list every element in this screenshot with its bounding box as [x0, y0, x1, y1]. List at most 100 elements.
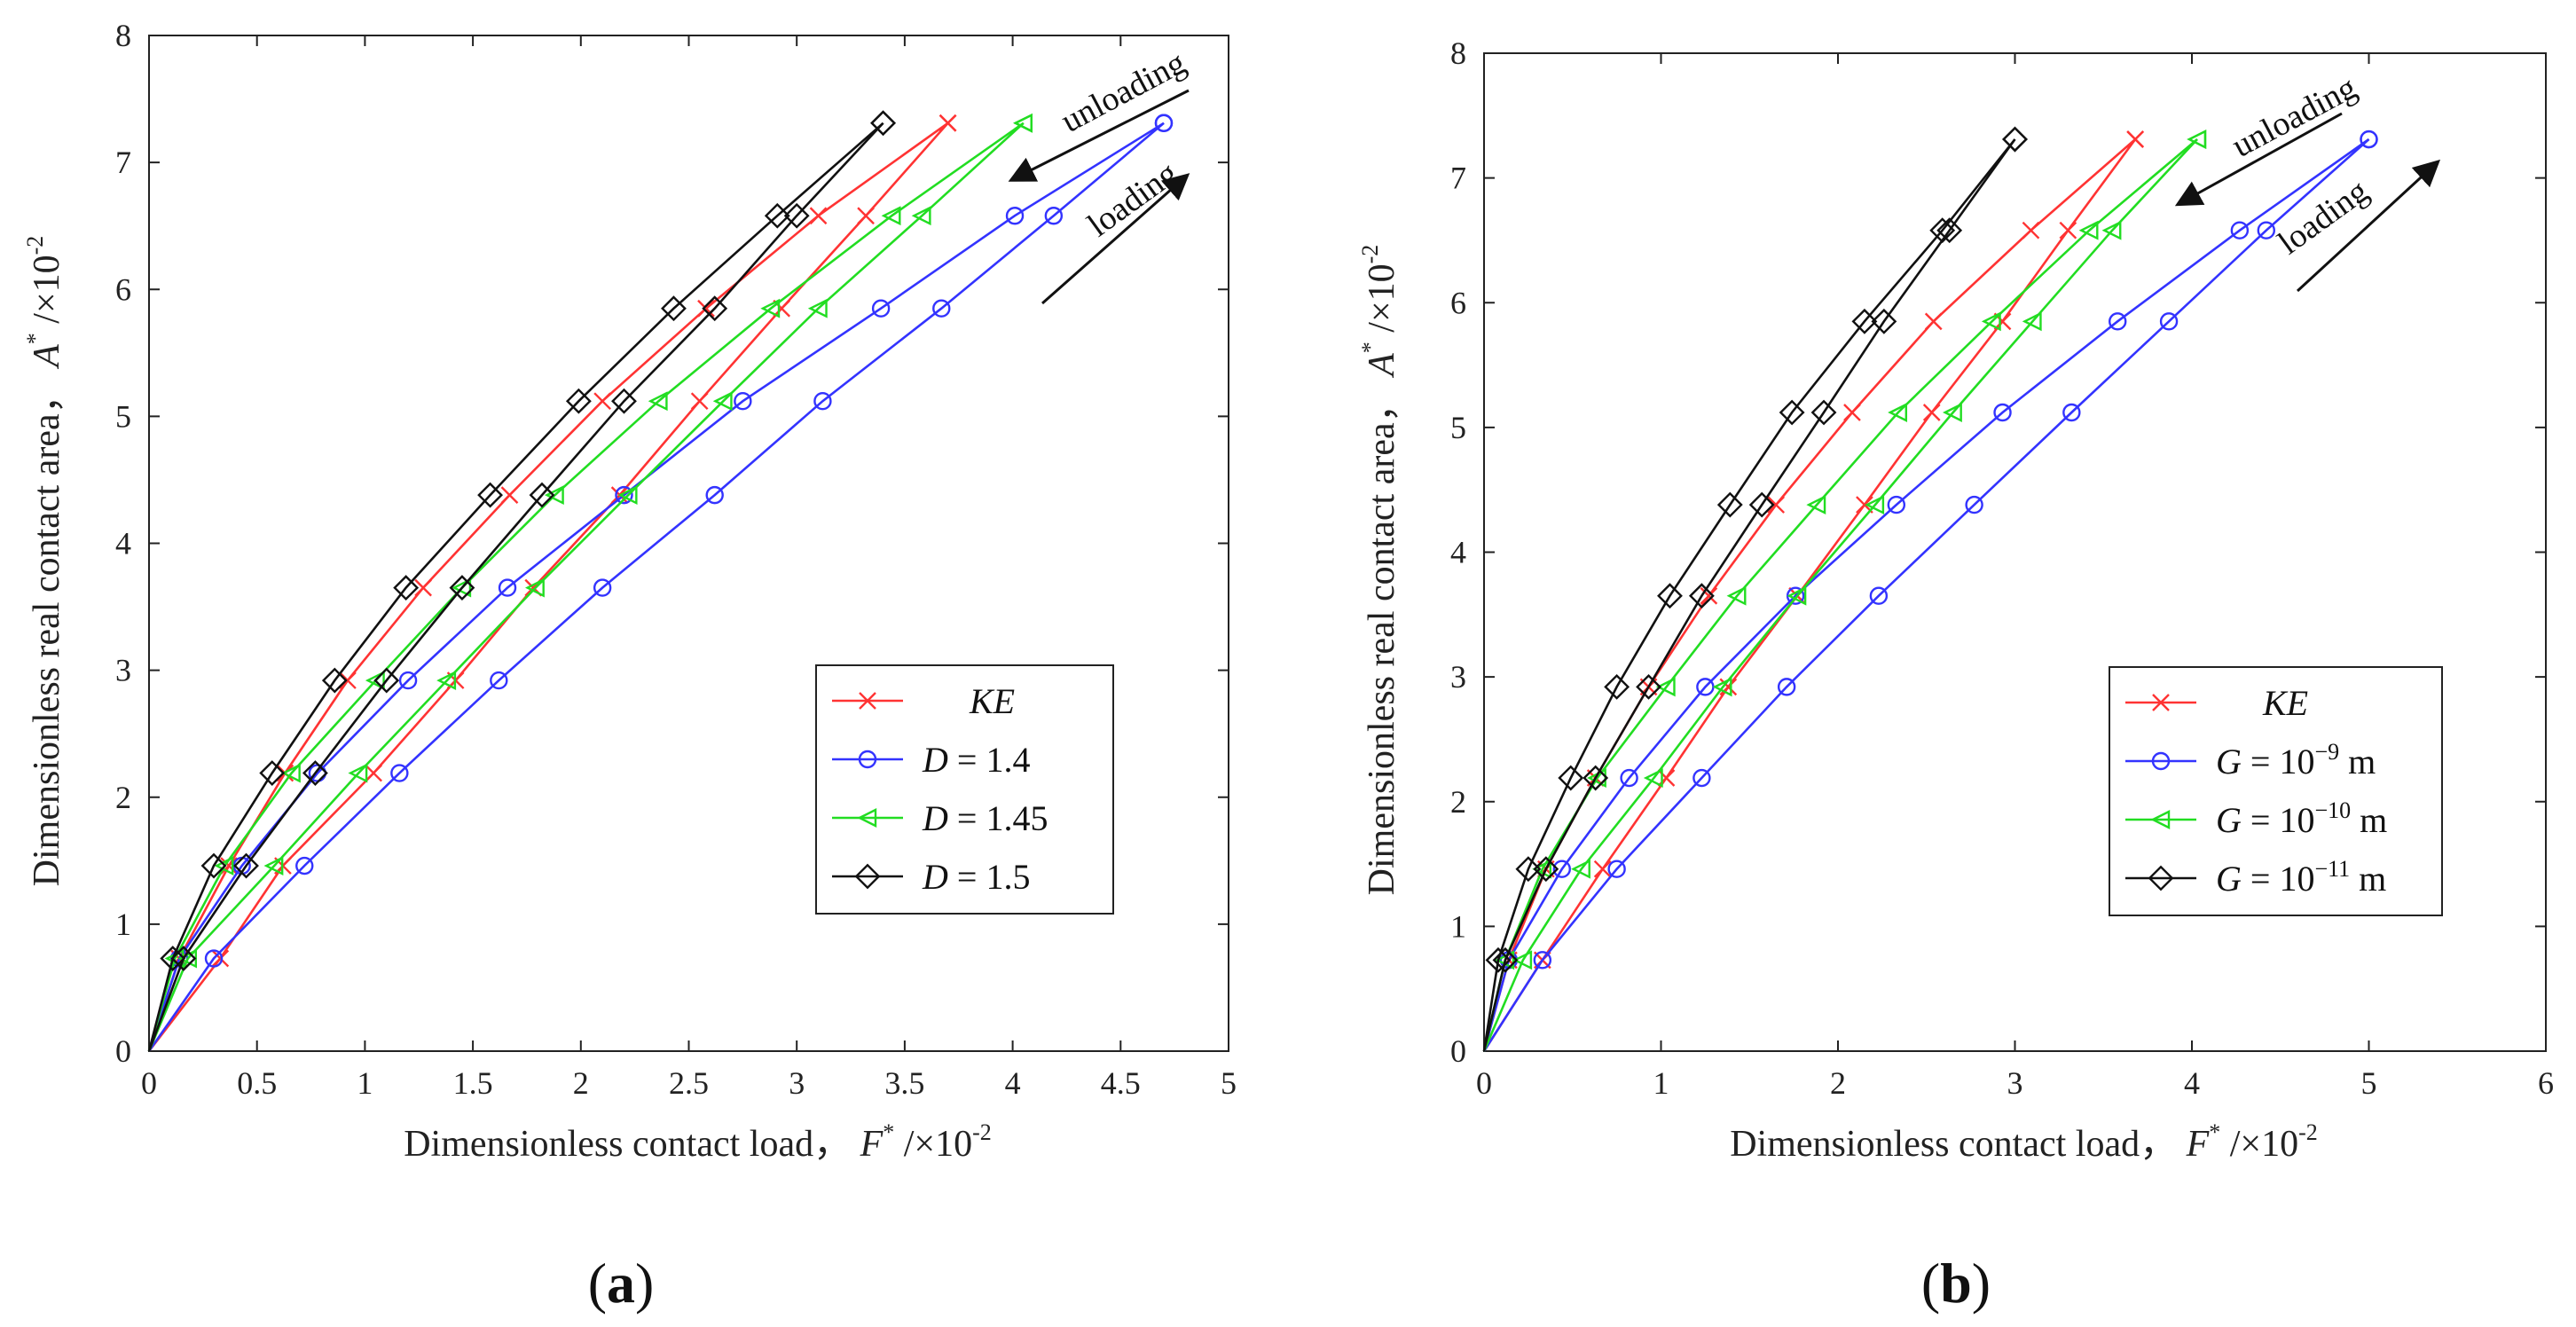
data-point	[1620, 768, 1638, 788]
x-axis-label: Dimensionless contact load， F* /×10-2	[404, 1119, 992, 1165]
data-point	[1712, 677, 1732, 697]
y-tick-label: 4	[115, 526, 131, 561]
data-point	[911, 206, 931, 226]
data-point	[280, 763, 301, 783]
unloading-arrow	[2174, 112, 2343, 207]
x-tick-label: 6	[2538, 1065, 2554, 1101]
data-point	[1583, 765, 1609, 791]
y-tick-label: 7	[1450, 161, 1466, 196]
data-point	[2257, 221, 2275, 239]
data-point	[807, 298, 828, 318]
data-point	[529, 482, 555, 508]
y-tick-label: 7	[115, 145, 131, 180]
y-tick-label: 0	[1450, 1033, 1466, 1069]
legend-box	[2109, 666, 2443, 916]
y-tick-label: 2	[115, 780, 131, 815]
legend-label: D = 1.5	[922, 857, 1030, 897]
data-point	[1688, 583, 1715, 609]
data-point	[1013, 113, 1033, 133]
data-point	[348, 763, 368, 783]
data-point	[1787, 585, 1807, 606]
data-point	[1533, 856, 1559, 883]
series-line-loading	[1482, 138, 2016, 1052]
data-point	[1922, 404, 1941, 421]
data-point	[2187, 130, 2207, 149]
data-point	[932, 299, 951, 318]
data-point	[490, 671, 508, 690]
legend-marker	[2151, 751, 2171, 771]
legend-label: KE	[969, 681, 1015, 721]
data-point	[648, 391, 668, 412]
unloading-label: unloading	[2227, 69, 2363, 165]
data-point	[544, 485, 564, 506]
data-point	[1571, 859, 1590, 879]
y-axis-label: Dimensionless real contact area， A* /×10…	[22, 236, 67, 887]
data-point	[1810, 399, 1837, 426]
data-point	[783, 202, 810, 229]
data-point	[1726, 585, 1747, 606]
x-tick-label: 5	[2361, 1065, 2377, 1101]
series-3	[1482, 126, 2028, 1052]
data-point	[611, 388, 637, 414]
data-point	[1005, 207, 1025, 225]
y-tick-label: 6	[1450, 285, 1466, 320]
data-point	[1700, 586, 1718, 605]
x-axis-label: Dimensionless contact load， F* /×10-2	[1730, 1119, 2318, 1165]
data-point	[2360, 130, 2378, 149]
x-tick-label: 4	[2184, 1065, 2200, 1101]
data-point	[2078, 220, 2099, 240]
data-point	[302, 760, 328, 786]
data-point	[2022, 311, 2042, 332]
data-point	[1636, 673, 1661, 700]
data-point	[1865, 495, 1885, 515]
data-point	[1806, 495, 1826, 515]
legend-marker	[854, 863, 881, 890]
data-point	[365, 764, 382, 782]
loading-label: loading	[2272, 172, 2376, 262]
data-point	[2159, 312, 2179, 331]
data-point	[263, 856, 284, 876]
x-tick-label: 3.5	[884, 1065, 924, 1101]
data-point	[1593, 860, 1612, 878]
data-point	[593, 392, 611, 411]
data-point	[1533, 951, 1552, 970]
legend: KE G = 10−9 m G = 10−10 m G = 10−11 m	[2109, 666, 2443, 916]
data-point	[702, 295, 728, 322]
data-point	[697, 299, 715, 318]
data-point	[1929, 217, 1956, 244]
series-line-loading	[147, 122, 1025, 1052]
x-tick-label: 5	[1221, 1065, 1237, 1101]
data-point	[1515, 856, 1542, 883]
legend-marker	[2152, 694, 2170, 711]
legend-marker	[857, 808, 877, 828]
data-point	[525, 577, 545, 598]
data-point	[1869, 586, 1889, 605]
data-point	[1888, 403, 1908, 422]
y-tick-label: 8	[1450, 35, 1466, 71]
x-tick-label: 3	[2007, 1065, 2023, 1101]
x-tick-label: 2.5	[669, 1065, 709, 1101]
data-point	[1748, 491, 1775, 518]
legend-marker	[2150, 810, 2171, 829]
series-line-loading	[147, 122, 1165, 1052]
data-point	[2109, 312, 2127, 331]
series-line-loading	[1482, 138, 2370, 1052]
x-tick-label: 0	[141, 1065, 157, 1101]
data-point	[498, 578, 517, 597]
data-point	[373, 667, 400, 694]
x-tick-label: 4.5	[1101, 1065, 1141, 1101]
data-point	[1604, 673, 1630, 700]
data-point	[390, 764, 409, 782]
data-point	[436, 671, 457, 691]
data-point	[1657, 769, 1676, 787]
chart-panel-a: 0 0.5 1 1.5 2 2.5 3 3.5 4 4.5 5 0 1 2 3 4 5 6 7 8 KE D = 1.4 D…	[22, 18, 1237, 1315]
series-line-unloading	[147, 122, 884, 1052]
data-point	[1936, 217, 1963, 244]
loading-arrow	[1041, 173, 1190, 305]
data-point	[321, 667, 348, 694]
data-point	[1485, 946, 1512, 973]
data-point	[939, 114, 957, 132]
y-tick-label: 6	[115, 271, 131, 307]
